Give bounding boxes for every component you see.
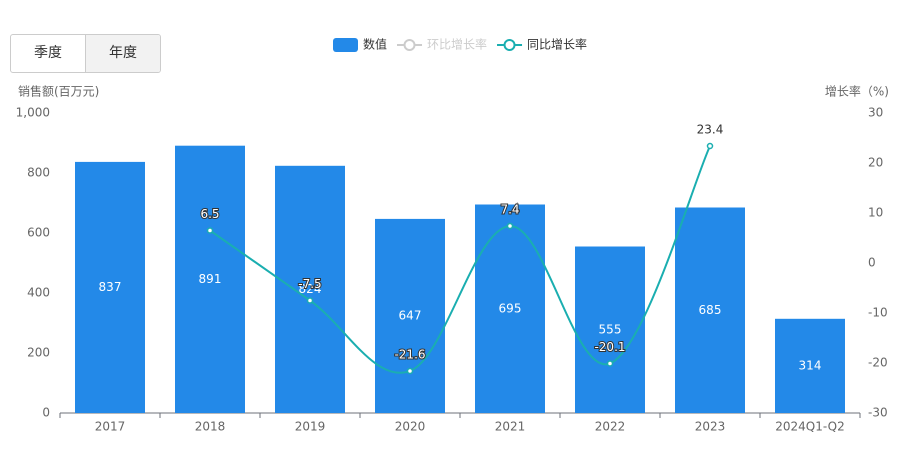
line-value-label: -21.6 <box>394 348 425 362</box>
toggle-button[interactable]: 年度 <box>85 35 160 72</box>
y-axis-label: 销售额(百万元) <box>18 84 99 99</box>
bar <box>575 246 645 413</box>
y2-tick-label: 10 <box>868 206 883 220</box>
line-point <box>506 222 514 230</box>
legend-label[interactable]: 环比增长率 <box>427 37 487 52</box>
y-tick-label: 0 <box>42 406 50 420</box>
x-tick-label: 2021 <box>495 420 526 434</box>
bar <box>75 161 145 413</box>
bar-value-label: 891 <box>199 272 222 286</box>
period-toggle: 季度 年度 <box>10 34 161 73</box>
legend-label[interactable]: 数值 <box>363 37 387 52</box>
x-tick-label: 2020 <box>395 420 426 434</box>
y2-tick-label: -20 <box>868 356 888 370</box>
line-point <box>606 360 614 367</box>
y2-tick-label: -10 <box>868 306 888 320</box>
y-tick-label: 400 <box>27 286 50 300</box>
x-tick-label: 2024Q1-Q2 <box>775 420 844 434</box>
bar <box>275 165 345 413</box>
line-value-label: -20.1 <box>594 340 625 354</box>
bar-value-label: 314 <box>799 358 822 372</box>
bar <box>375 218 445 413</box>
y2-axis-label: 增长率（%) <box>825 84 889 99</box>
bar <box>675 207 745 413</box>
y2-tick-label: 30 <box>868 106 883 120</box>
y-tick-label: 200 <box>27 346 50 360</box>
y-tick-label: 600 <box>27 226 50 240</box>
x-tick-label: 2018 <box>195 420 226 434</box>
x-tick-label: 2019 <box>295 420 326 434</box>
legend-swatch[interactable] <box>333 38 358 52</box>
line-value-label: 7.4 <box>500 203 519 217</box>
line-point <box>306 297 314 304</box>
bar <box>475 204 545 413</box>
bar-value-label: 837 <box>99 280 122 294</box>
bar <box>775 318 845 413</box>
x-tick-label: 2017 <box>95 420 126 434</box>
bar-value-label: 555 <box>599 322 622 336</box>
y-tick-label: 1,000 <box>16 106 50 120</box>
y2-tick-label: 0 <box>868 256 876 270</box>
legend-swatch[interactable] <box>403 39 416 51</box>
y2-tick-label: -30 <box>868 406 888 420</box>
line-point <box>706 142 714 150</box>
bar-value-label: 647 <box>399 308 422 322</box>
toggle-button[interactable]: 季度 <box>34 45 62 61</box>
line-value-label: 6.5 <box>200 207 219 221</box>
legend-label[interactable]: 同比增长率 <box>527 37 587 52</box>
line-value-label: 23.4 <box>697 123 724 137</box>
bar-value-label: 824 <box>299 282 322 296</box>
line-point <box>206 227 214 234</box>
x-tick-label: 2023 <box>695 420 726 434</box>
line-value-label: -7.5 <box>298 277 321 291</box>
y-tick-label: 800 <box>27 166 50 180</box>
x-tick-label: 2022 <box>595 420 626 434</box>
y2-tick-label: 20 <box>868 156 883 170</box>
line-point <box>406 367 414 375</box>
bar <box>175 145 245 413</box>
bar-value-label: 685 <box>699 303 722 317</box>
legend-swatch[interactable] <box>503 39 516 51</box>
bar-value-label: 695 <box>499 301 522 315</box>
